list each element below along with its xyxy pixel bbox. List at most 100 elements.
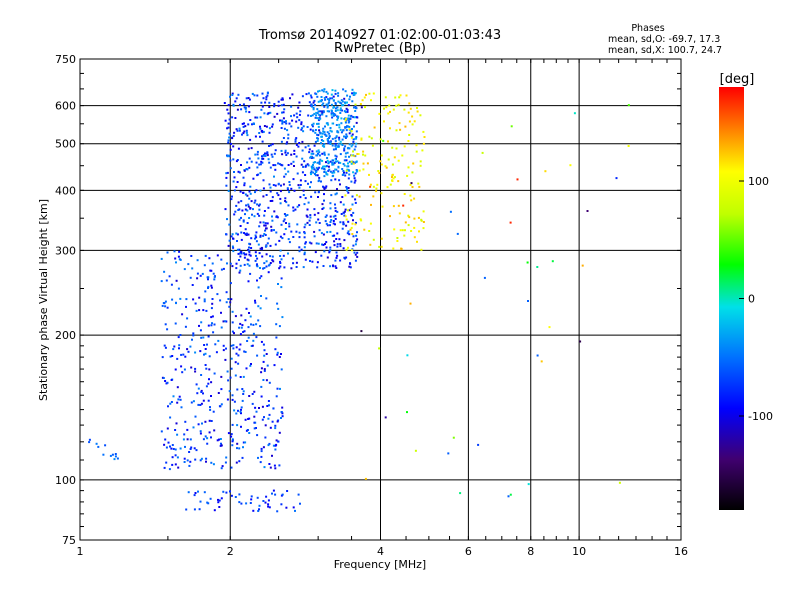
data-point [268,263,271,266]
data-point [351,133,354,136]
data-point [276,302,279,305]
data-point [344,126,347,129]
data-point [350,249,353,252]
data-point [421,149,424,152]
data-point [259,125,261,128]
data-point [233,176,236,179]
data-point [256,279,258,282]
data-point [391,176,393,179]
data-point [248,417,251,420]
data-point [328,251,331,254]
data-point [188,464,191,467]
data-point [403,145,406,148]
data-point [255,231,258,234]
data-point [362,168,365,171]
data-point [213,323,216,326]
data-point [266,94,269,97]
data-point [274,444,277,447]
data-point [318,131,321,134]
data-point [341,144,344,146]
data-point [355,234,358,237]
data-point [258,277,261,280]
data-point [298,101,301,104]
data-point [307,201,310,204]
data-point [332,170,335,173]
data-point [275,336,278,339]
data-point [335,192,338,195]
data-point [256,354,259,357]
x-axis-ticks: 1 2 4 6 8 10 16 [77,59,688,558]
data-point [404,221,407,224]
data-point [167,441,170,444]
data-point [241,122,244,125]
data-point [262,157,265,160]
data-point [248,98,251,101]
data-point [88,441,91,444]
data-point [266,154,269,157]
data-point [271,215,273,218]
data-point [544,170,547,173]
data-point [262,154,265,157]
data-point [551,260,554,263]
data-point [330,130,333,133]
data-point [208,257,211,260]
data-point [247,233,250,236]
data-point [226,171,229,174]
data-point [230,344,233,347]
data-point [260,367,263,370]
data-point [189,276,192,279]
data-point [336,254,339,257]
data-point [309,172,312,174]
data-point [188,451,191,453]
data-point [239,322,242,325]
data-point [261,157,264,160]
data-point [220,258,223,261]
data-point [298,250,301,253]
data-point [368,230,371,232]
data-point [184,325,187,328]
data-point [244,193,247,196]
data-point [323,193,325,196]
data-point [350,145,353,148]
data-point [355,142,358,145]
data-point [334,154,337,157]
data-point [301,149,304,152]
data-point [313,144,316,147]
data-point [185,298,188,301]
data-point [326,159,329,162]
data-point [334,109,337,112]
data-point [300,128,303,131]
data-point [207,382,210,385]
data-point [329,127,332,129]
data-point [273,105,276,108]
data-point [334,223,336,226]
data-point [228,136,231,139]
data-point [337,116,339,119]
data-point [274,348,277,351]
data-point [226,262,228,265]
data-point [342,247,345,250]
data-point [213,372,216,375]
data-point [286,129,289,132]
data-point [296,223,299,226]
data-point [320,180,322,183]
data-point [296,116,299,119]
data-point [215,351,218,354]
data-point [286,188,289,191]
data-point [394,96,397,99]
data-point [279,265,282,268]
data-point [348,143,351,146]
data-point [347,114,350,117]
data-point [355,169,358,171]
data-point [404,125,407,128]
data-point [334,265,337,268]
data-point [380,154,383,157]
data-point [274,427,277,430]
data-point [238,348,241,351]
data-point [199,404,202,406]
data-point [239,255,242,258]
data-point [240,406,243,409]
data-point [232,237,235,240]
data-point [174,368,177,371]
data-point [182,353,185,356]
